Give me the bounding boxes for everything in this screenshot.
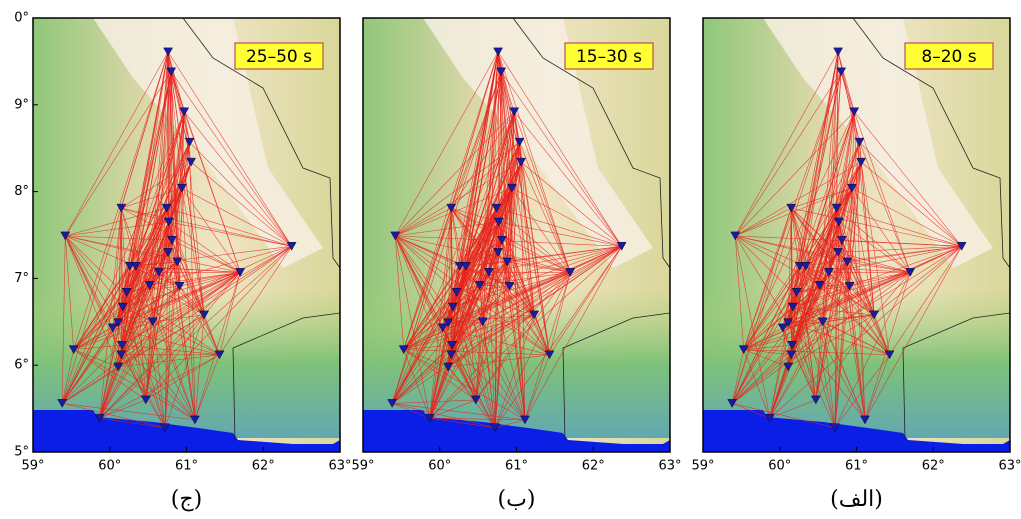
x-tick-label: 59° [21, 459, 44, 474]
x-tick-label: 61° [175, 459, 198, 474]
map-body [703, 18, 1010, 452]
map-body [363, 18, 670, 452]
x-tick-label: 60° [768, 459, 791, 474]
x-tick-label: 59° [351, 459, 374, 474]
map-body [33, 18, 340, 452]
map-panel: 15–30 s 59° 60° 61° 62° 63° (ب) [351, 18, 681, 512]
x-tick-label: 63° [998, 459, 1021, 474]
period-label: 8–20 s [921, 47, 976, 67]
x-tick-label: 62° [252, 459, 275, 474]
x-tick-label: 61° [505, 459, 528, 474]
y-tick-label: 6° [14, 358, 29, 373]
y-tick-label: 9° [14, 97, 29, 112]
period-label: 25–50 s [246, 47, 312, 67]
page: {"xlim": [59, 63], "ylim": [5, 10], "xti… [0, 0, 1021, 519]
y-tick-label: 5° [14, 445, 29, 460]
map-panel: 25–50 s 59° 60° 61° 62° 63° 0° 9° 8° 7° 6° 5° (ج) [14, 11, 351, 513]
y-tick-label: 0° [14, 11, 29, 26]
x-tick-label: 63° [328, 459, 351, 474]
x-tick-label: 62° [582, 459, 605, 474]
x-tick-label: 61° [845, 459, 868, 474]
figure: 25–50 s 59° 60° 61° 62° 63° 0° 9° 8° 7° 6° 5° (ج) 15–… [0, 0, 1021, 519]
x-tick-label: 60° [98, 459, 121, 474]
y-tick-label: 8° [14, 184, 29, 199]
x-tick-label: 63° [658, 459, 681, 474]
x-tick-label: 60° [428, 459, 451, 474]
period-label: 15–30 s [576, 47, 642, 67]
panel-label: (الف) [830, 487, 883, 512]
panel-label: (ج) [171, 487, 202, 512]
panel-label: (ب) [498, 487, 536, 512]
map-panel: 8–20 s 59° 60° 61° 62° 63° (الف) [691, 18, 1021, 512]
x-tick-label: 62° [922, 459, 945, 474]
x-tick-label: 59° [691, 459, 714, 474]
y-tick-label: 7° [14, 271, 29, 286]
